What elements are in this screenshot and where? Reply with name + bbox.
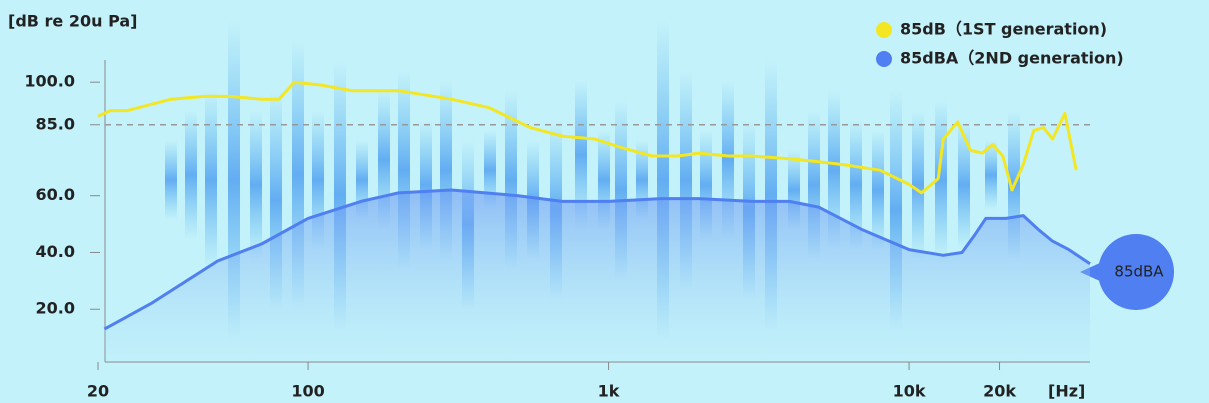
y-tick-label: 100.0 <box>24 72 75 91</box>
legend-label: 85dB（1ST generation) <box>900 20 1107 39</box>
x-tick-label: 10k <box>893 382 926 401</box>
legend: 85dB（1ST generation) 85dBA（2ND generation… <box>876 20 1124 68</box>
line <box>97 80 1078 195</box>
x-tick-label: 1k <box>598 382 620 401</box>
x-unit-label: [Hz] <box>1048 382 1085 401</box>
legend-marker <box>876 22 892 38</box>
area <box>104 190 1090 362</box>
x-tick-label: 100 <box>291 382 324 401</box>
y-tick-label: 85.0 <box>36 114 75 133</box>
end-badge-pointer <box>1080 262 1102 282</box>
y-tick-label: 20.0 <box>36 299 75 318</box>
y-tick-label: 60.0 <box>36 185 75 204</box>
end-badge <box>1098 234 1174 310</box>
y-axis-title: [dB re 20u Pa] <box>8 12 137 31</box>
legend-marker <box>876 51 892 67</box>
line <box>103 188 1091 331</box>
legend-label: 85dBA（2ND generation) <box>900 49 1124 68</box>
x-tick-label: 20k <box>983 382 1016 401</box>
y-tick-label: 40.0 <box>36 242 75 261</box>
x-tick-label: 20 <box>87 382 109 401</box>
end-label: 85dBA <box>1114 263 1164 281</box>
